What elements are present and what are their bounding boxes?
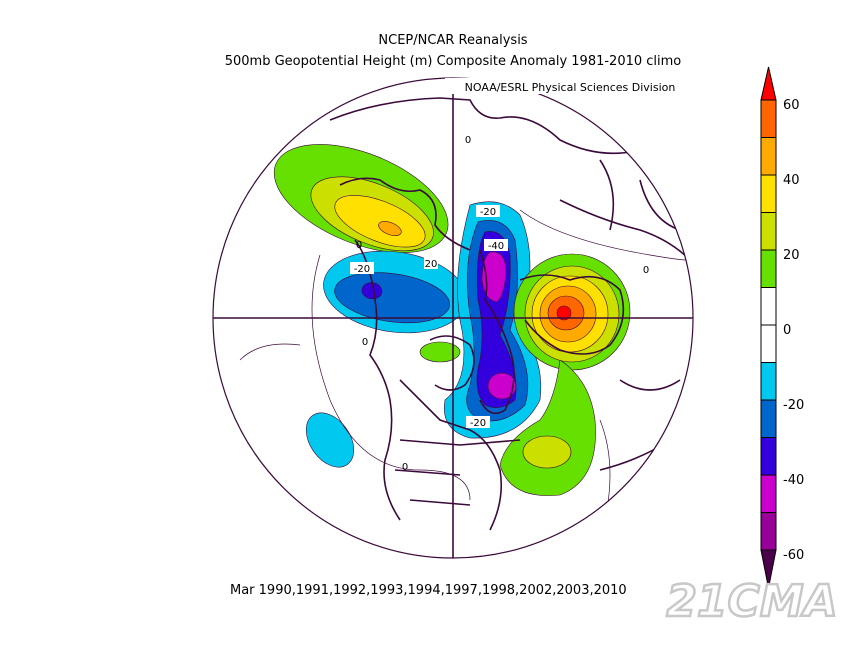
colorbar-segment (760, 66, 777, 101)
anomaly-region-atlantic-ridge-10 (499, 359, 596, 496)
colorbar (760, 66, 777, 589)
colorbar-segment (760, 99, 777, 138)
contour-label: 20 (425, 259, 438, 270)
colorbar-tick-label: 20 (783, 248, 800, 263)
colorbar-segment (760, 549, 777, 589)
anomaly-region-greenland-trough-40 (487, 372, 517, 400)
map (213, 78, 693, 558)
composite-years-caption: Mar 1990,1991,1992,1993,1994,1997,1998,2… (230, 583, 627, 598)
anomaly-region-pacific-trough-30 (361, 282, 383, 300)
anomaly-region-arctic-trough-40 (481, 251, 507, 303)
colorbar-segment (760, 474, 777, 513)
colorbar-segment (760, 437, 777, 476)
contour-label: 0 (465, 135, 471, 146)
colorbar-tick-label: 0 (783, 323, 791, 338)
colorbar-segment (760, 249, 777, 288)
colorbar-segment (760, 512, 777, 551)
colorbar-segment (760, 212, 777, 251)
colorbar-tick-label: -40 (783, 473, 804, 488)
contour-label: -20 (354, 264, 370, 275)
anomaly-region-eurasia-ridge-60 (556, 305, 572, 321)
colorbar-segment (760, 287, 777, 326)
anomaly-region-pacific-trough-20 (334, 272, 451, 324)
anomaly-region-canada-ridge-10 (419, 341, 461, 363)
contour-label: -40 (488, 241, 504, 252)
colorbar-segment (760, 362, 777, 401)
watermark-logo: 21CMA (666, 576, 837, 627)
chart-title: NCEP/NCAR Reanalysis (378, 33, 527, 48)
colorbar-ticks: 60 40 20 0 -20 -40 -60 (783, 98, 804, 563)
colorbar-segment (760, 399, 777, 438)
colorbar-tick-label: 40 (783, 173, 800, 188)
anomaly-region-ridge-alaska-30 (334, 195, 426, 248)
contour-label: 0 (643, 265, 649, 276)
anomaly-region-eastern-pacific-low (305, 412, 355, 468)
contour-label: 0 (402, 462, 408, 473)
chart-subtitle: 500mb Geopotential Height (m) Composite … (225, 54, 682, 69)
contour-label: 0 (356, 240, 362, 251)
colorbar-tick-label: -20 (783, 398, 804, 413)
contour-label: 0 (362, 337, 368, 348)
contour-label: -20 (470, 418, 486, 429)
colorbar-tick-label: -60 (783, 548, 804, 563)
coastlines (329, 97, 691, 531)
credit-text: NOAA/ESRL Physical Sciences Division (465, 81, 676, 94)
zero-contour (239, 343, 301, 361)
contour-labels: -20 -40 20 -20 -20 0 0 0 0 0 (350, 135, 649, 473)
anomaly-region-ridge-alaska-40 (378, 221, 402, 236)
colorbar-segment (760, 324, 777, 363)
colorbar-tick-label: 60 (783, 98, 800, 113)
colorbar-segment (760, 137, 777, 176)
anomaly-region-atlantic-ridge-20 (522, 435, 572, 469)
contour-label: -20 (480, 207, 496, 218)
colorbar-segment (760, 174, 777, 213)
